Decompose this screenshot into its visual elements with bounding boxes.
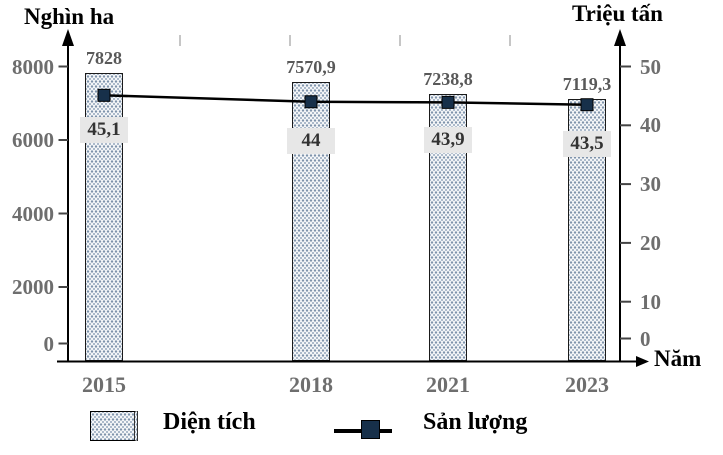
legend-bar-swatch-icon: [90, 411, 138, 441]
bar-value-label: 7119,3: [562, 73, 612, 94]
bar-value-label: 7238,8: [423, 69, 473, 90]
x-axis-category-label: 2015: [82, 372, 126, 397]
right-axis-tick-label: 20: [640, 230, 661, 255]
right-axis-arrow-icon: [614, 29, 626, 46]
line-marker-icon: [580, 98, 594, 112]
right-axis-title: Triệu tấn: [572, 1, 663, 26]
x-axis-category-label: 2018: [289, 372, 333, 397]
left-axis-title: Nghìn ha: [24, 4, 115, 29]
left-axis-tick-label: 6000: [12, 128, 54, 152]
x-axis-title: Năm: [654, 346, 702, 371]
left-axis-tick-label: 2000: [12, 275, 54, 299]
legend-line-marker-icon: [361, 420, 380, 439]
legend-line-label: Sản lượng: [423, 409, 528, 435]
right-axis-tick-label: 40: [640, 113, 661, 138]
left-axis-arrow-icon: [62, 29, 74, 46]
san-luong-line: [103, 94, 588, 106]
left-axis-tick-label: 0: [43, 331, 55, 356]
right-axis-tick-label: 30: [640, 172, 661, 197]
right-axis-tick-label: 0: [640, 326, 651, 351]
x-axis-category-label: 2023: [565, 372, 609, 397]
left-axis-tick-label: 8000: [12, 54, 54, 79]
line-marker-icon: [304, 95, 318, 109]
x-axis-arrow-icon: [636, 356, 649, 367]
line-marker-icon: [441, 95, 455, 109]
line-marker-icon: [97, 88, 111, 102]
line-value-box: 43,5: [563, 131, 611, 157]
left-axis-tick-label: 4000: [12, 201, 54, 226]
right-axis-tick-label: 10: [640, 289, 661, 314]
line-value-box: 45,1: [80, 117, 128, 143]
line-value-box: 43,9: [424, 127, 472, 153]
bar-value-label: 7570,9: [286, 57, 336, 78]
right-axis-tick-label: 50: [640, 54, 661, 79]
legend-bar-label: Diện tích: [163, 409, 256, 435]
x-axis-category-label: 2021: [426, 372, 470, 397]
line-value-box: 44: [287, 128, 335, 154]
bar-value-label: 7828: [86, 47, 122, 68]
